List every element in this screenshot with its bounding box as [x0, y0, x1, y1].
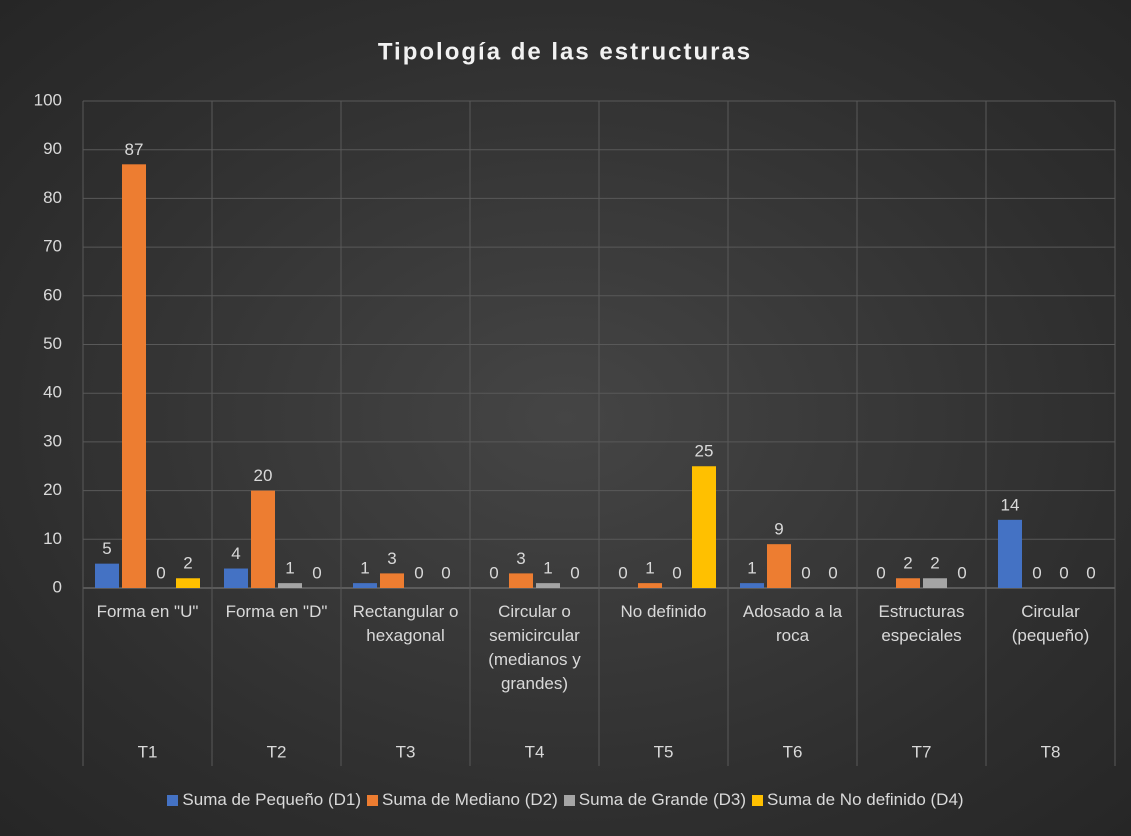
y-tick-label: 20 — [43, 480, 62, 499]
group-label: T5 — [654, 742, 674, 761]
data-label: 0 — [618, 563, 627, 582]
legend-label: Suma de Grande (D3) — [578, 790, 747, 809]
data-label: 0 — [672, 563, 681, 582]
group-label: T1 — [138, 742, 158, 761]
data-label: 14 — [1001, 495, 1020, 514]
data-label: 0 — [414, 563, 423, 582]
legend-item: Suma de Grande (D3) — [563, 790, 747, 810]
data-label: 0 — [156, 563, 165, 582]
legend-item: Suma de Pequeño (D1) — [167, 790, 361, 810]
y-tick-label: 90 — [43, 139, 62, 158]
data-label: 87 — [125, 140, 144, 159]
x-tick-label: Adosado a la roca — [742, 602, 843, 645]
data-label: 1 — [747, 559, 756, 578]
y-tick-label: 60 — [43, 285, 62, 304]
y-tick-label: 100 — [34, 90, 62, 109]
data-label: 9 — [774, 520, 783, 539]
data-label: 0 — [1032, 563, 1041, 582]
data-label: 25 — [695, 442, 714, 461]
y-tick-label: 80 — [43, 188, 62, 207]
x-tick-label: Estructuras especiales — [878, 602, 965, 645]
bar — [122, 164, 146, 588]
bar — [353, 583, 377, 588]
group-label: T6 — [783, 742, 803, 761]
data-label: 0 — [828, 563, 837, 582]
y-tick-label: 40 — [43, 383, 62, 402]
data-label: 5 — [102, 539, 111, 558]
legend-swatch — [167, 794, 179, 806]
legend-swatch — [563, 794, 575, 806]
y-tick-label: 10 — [43, 529, 62, 548]
legend: Suma de Pequeño (D1) Suma de Mediano (D2)… — [0, 790, 1131, 810]
data-label: 1 — [543, 559, 552, 578]
x-tick-label: Forma en "U" — [96, 602, 199, 621]
bar — [692, 466, 716, 588]
bar — [767, 544, 791, 588]
data-label: 0 — [1059, 563, 1068, 582]
data-label: 0 — [876, 563, 885, 582]
bar — [536, 583, 560, 588]
data-label: 20 — [254, 466, 273, 485]
data-label: 2 — [930, 554, 939, 573]
data-label: 4 — [231, 544, 240, 563]
x-tick-label: Circular o semicircular (medianos y gran… — [488, 602, 581, 693]
data-label: 0 — [489, 563, 498, 582]
data-label: 0 — [801, 563, 810, 582]
data-label: 1 — [285, 559, 294, 578]
bar — [224, 568, 248, 588]
bar — [740, 583, 764, 588]
bar — [278, 583, 302, 588]
legend-swatch — [752, 794, 764, 806]
bar — [998, 519, 1022, 588]
legend-item: Suma de Mediano (D2) — [367, 790, 558, 810]
data-label: 0 — [441, 563, 450, 582]
bar — [251, 490, 275, 588]
y-tick-label: 50 — [43, 334, 62, 353]
chart-title: Tipología de las estructuras — [378, 38, 752, 65]
bar — [896, 578, 920, 588]
x-tick-label: Rectangular o hexagonal — [352, 602, 459, 645]
data-label: 1 — [645, 559, 654, 578]
y-tick-label: 70 — [43, 237, 62, 256]
bar — [638, 583, 662, 588]
group-label: T2 — [267, 742, 287, 761]
bar — [509, 573, 533, 588]
x-tick-label: Circular (pequeño) — [1011, 602, 1090, 645]
data-label: 1 — [360, 559, 369, 578]
y-tick-label: 0 — [53, 577, 62, 596]
data-label: 2 — [903, 554, 912, 573]
legend-item: Suma de No definido (D4) — [752, 790, 964, 810]
x-tick-label: No definido — [620, 602, 707, 621]
legend-label: Suma de Mediano (D2) — [382, 790, 558, 809]
data-label: 0 — [957, 563, 966, 582]
bar — [176, 578, 200, 588]
legend-label: Suma de No definido (D4) — [767, 790, 964, 809]
y-tick-label: 30 — [43, 431, 62, 450]
data-label: 3 — [516, 549, 525, 568]
data-label: 0 — [1086, 563, 1095, 582]
bar — [95, 563, 119, 588]
bar — [380, 573, 404, 588]
data-label: 2 — [183, 554, 192, 573]
group-label: T4 — [525, 742, 545, 761]
group-label: T8 — [1041, 742, 1061, 761]
data-label: 0 — [570, 563, 579, 582]
group-label: T7 — [912, 742, 932, 761]
data-label: 0 — [312, 563, 321, 582]
bar — [923, 578, 947, 588]
group-label: T3 — [396, 742, 416, 761]
legend-label: Suma de Pequeño (D1) — [182, 790, 362, 809]
data-label: 3 — [387, 549, 396, 568]
legend-swatch — [367, 794, 379, 806]
x-tick-label: Forma en "D" — [225, 602, 328, 621]
